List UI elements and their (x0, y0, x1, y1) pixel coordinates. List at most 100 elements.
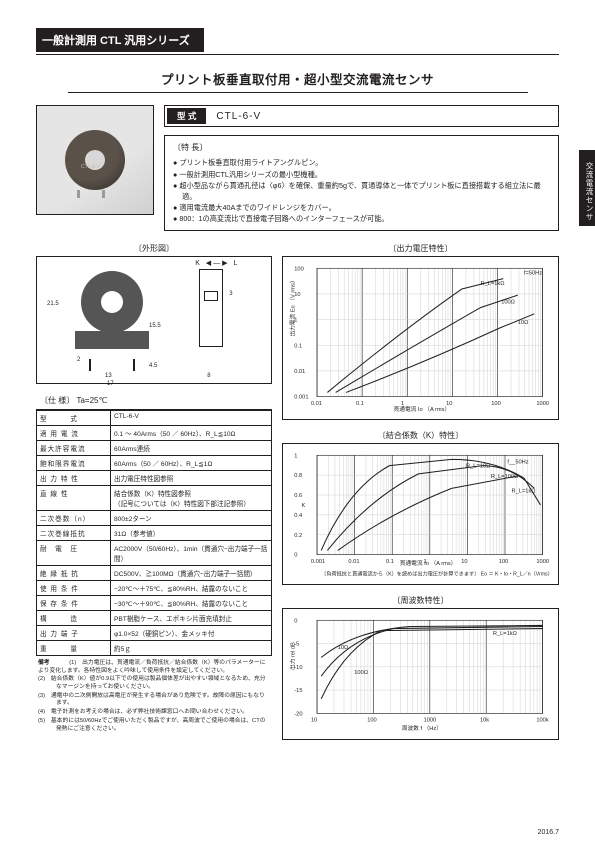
side-slot (204, 291, 218, 301)
sensor-marking: CTL-6-V (81, 164, 100, 170)
spec-key: 適 用 電 流 (37, 426, 111, 441)
chart-freq-svg: R_L=1kΩ 100Ω 10Ω 出力 rel dB 周波数 f （Hz） 10… (286, 612, 555, 736)
svg-text:0.001: 0.001 (294, 395, 308, 401)
svg-text:出力電流 Eo （V rms）: 出力電流 Eo （V rms） (288, 278, 296, 337)
svg-text:10: 10 (446, 401, 452, 407)
outline-front-view: 13 17 2 21.5 φ6 15.5 4.5 (41, 261, 177, 379)
spec-key: 出 力 特 性 (37, 471, 111, 486)
chart-output-title: 〔出力電圧特性〕 (282, 243, 559, 254)
feature-item: 適用電流最大40Aまでのワイドレンジをカバー。 (173, 202, 550, 213)
chart-coupling-svg: f__50Hz R_L=10Ω R_L=100Ω R_L=1kΩ K 貫通電流 … (286, 447, 555, 582)
table-row: 二次巻線抵抗31Ω（参考値） (37, 526, 272, 541)
series-bar: 一般計測用 CTL 汎用シリーズ (36, 28, 204, 52)
table-row: 保 存 条 件−30℃～＋90℃、≦80%RH、結露のないこと (37, 596, 272, 611)
spec-val: DC500V、≧100MΩ（貫通穴−出力端子一括間） (111, 566, 272, 581)
svg-text:100Ω: 100Ω (354, 670, 368, 676)
note-item: (2) 結合係数（K）値が0.9以下での使用は製品個体差が出やすい領域となるため… (38, 676, 270, 692)
svg-text:周波数 f （Hz）: 周波数 f （Hz） (402, 724, 442, 732)
svg-text:0.001: 0.001 (311, 558, 325, 564)
spec-table: 〔仕 様〕 Ta=25℃ 型 式CTL-6-V適 用 電 流0.1 ～ 40Ar… (36, 392, 272, 656)
svg-text:0.2: 0.2 (294, 532, 302, 538)
svg-text:100Ω: 100Ω (501, 300, 515, 306)
dim-left: 2 (77, 357, 80, 363)
svg-text:0: 0 (294, 618, 297, 624)
dim-pitch: 13 (105, 373, 112, 379)
svg-text:0.4: 0.4 (294, 512, 302, 518)
svg-text:R_L=100Ω: R_L=100Ω (491, 474, 519, 480)
svg-text:R_L=1kΩ: R_L=1kΩ (493, 631, 517, 637)
dim-hole: φ6 (105, 295, 112, 301)
spec-key: 使 用 条 件 (37, 581, 111, 596)
outline-drawing: 13 17 2 21.5 φ6 15.5 4.5 K ◀―▶ L 8 3 (36, 256, 272, 384)
spec-val: 結合係数（K）特性図参照 （記号については（K）特性図下部注記参照） (111, 486, 272, 511)
page-title: プリント板垂直取付用・超小型交流電流センサ (36, 69, 559, 88)
spec-val: 60Arms（50 ／ 60Hz）、R_L≦1Ω (111, 456, 272, 471)
svg-text:10Ω: 10Ω (518, 320, 529, 326)
dim-h: 21.5 (47, 301, 59, 307)
sensor-body-shape: CTL-6-V (65, 130, 125, 190)
chart-freq-title: 〔周波数特性〕 (282, 595, 559, 606)
spec-key: 絶 縁 抵 抗 (37, 566, 111, 581)
table-row: 最大許容電流60Arms連続 (37, 441, 272, 456)
spec-key: 二次巻線抵抗 (37, 526, 111, 541)
svg-text:1: 1 (401, 401, 404, 407)
model-value: CTL-6-V (216, 111, 261, 122)
outline-side-view: K ◀―▶ L 8 3 (183, 261, 267, 379)
table-row: 重 量約5ｇ (37, 641, 272, 656)
model-row: 型 式 CTL-6-V (164, 105, 559, 127)
spec-val: −30℃～＋90℃、≦80%RH、結露のないこと (111, 596, 272, 611)
table-row: 絶 縁 抵 抗DC500V、≧100MΩ（貫通穴−出力端子一括間） (37, 566, 272, 581)
svg-text:K: K (302, 503, 306, 509)
svg-text:R_L=10Ω: R_L=10Ω (466, 463, 490, 469)
spec-caption: 〔仕 様〕 Ta=25℃ (36, 392, 272, 410)
dim-thk: 3 (229, 291, 232, 297)
chart-coupling-title: 〔結合係数（K）特性〕 (282, 430, 559, 441)
side-category-tab: 交流電流センサ (579, 150, 595, 226)
svg-text:10Ω: 10Ω (338, 645, 349, 651)
footer-date: 2016.7 (538, 829, 559, 836)
dim-depth: 8 (207, 373, 210, 379)
svg-text:100: 100 (499, 558, 509, 564)
svg-text:1000: 1000 (536, 558, 549, 564)
spec-key: 型 式 (37, 411, 111, 426)
features-box: 〔特 長〕 プリント板垂直取付用ライトアングルピン。 一般計測用CTL汎用シリー… (164, 135, 559, 231)
table-row: 出 力 端 子φ1.0×52（硬銅ピン）、金メッキ付 (37, 626, 272, 641)
chart-output-svg: f=50Hz R_L=1kΩ 100Ω 10Ω 出力電流 Eo （V rms） … (286, 260, 555, 415)
sensor-pins (77, 190, 105, 198)
chart-freq: R_L=1kΩ 100Ω 10Ω 出力 rel dB 周波数 f （Hz） 10… (282, 608, 559, 740)
side-rect (199, 269, 223, 347)
svg-text:-10: -10 (294, 665, 302, 671)
svg-text:R_L=1kΩ: R_L=1kΩ (481, 281, 505, 287)
spec-key: 最大許容電流 (37, 441, 111, 456)
outline-pin (89, 359, 91, 371)
spec-key: 二次巻数（n） (37, 511, 111, 526)
spec-val: CTL-6-V (111, 411, 272, 426)
outline-ring (81, 271, 143, 333)
feature-item: 超小型品ながら貫通孔径は〈φ6〉を確保、重量約5gで、貫通導体と一体でプリント板… (173, 180, 550, 202)
spec-key: 直 線 性 (37, 486, 111, 511)
note-item: (1) 出力電圧は、貫通電流／負荷抵抗／結合係数（K）等のパラメーターにより変化… (38, 660, 266, 674)
table-row: 構 造PBT樹脂ケース、エポキシ片面充填封止 (37, 611, 272, 626)
spec-val: AC2000V（50/60Hz）、1min（貫通穴−出力端子一括間） (111, 541, 272, 566)
model-label: 型 式 (167, 108, 206, 124)
kl-label: K ◀―▶ L (195, 259, 239, 267)
chart-output: f=50Hz R_L=1kΩ 100Ω 10Ω 出力電流 Eo （V rms） … (282, 256, 559, 419)
spec-key: 飽和限界電流 (37, 456, 111, 471)
features-title: 〔特 長〕 (173, 142, 550, 154)
svg-text:-20: -20 (294, 711, 302, 717)
svg-text:1: 1 (424, 558, 427, 564)
outline-pin (133, 359, 135, 371)
notes-block: 備考 (1) 出力電圧は、貫通電流／負荷抵抗／結合係数（K）等のパラメーターによ… (36, 660, 272, 733)
svg-text:-5: -5 (294, 642, 299, 648)
spec-val: 0.1 ～ 40Arms（50 ／ 60Hz）、R_L≦10Ω (111, 426, 272, 441)
feature-item: 800：1の高変流比で直接電子回路へのインターフェースが可能。 (173, 213, 550, 224)
product-photo: CTL-6-V (36, 105, 154, 215)
dim-w: 17 (107, 381, 114, 387)
spec-val: PBT樹脂ケース、エポキシ片面充填封止 (111, 611, 272, 626)
spec-key: 耐 電 圧 (37, 541, 111, 566)
outline-title: 〔外形図〕 (36, 243, 272, 254)
table-row: 使 用 条 件−20℃～＋75℃、≦80%RH、結露のないこと (37, 581, 272, 596)
spec-val: 60Arms連続 (111, 441, 272, 456)
svg-text:貫通電流 Io （A rms）: 貫通電流 Io （A rms） (400, 558, 457, 566)
svg-text:R_L=1kΩ: R_L=1kΩ (512, 488, 536, 494)
